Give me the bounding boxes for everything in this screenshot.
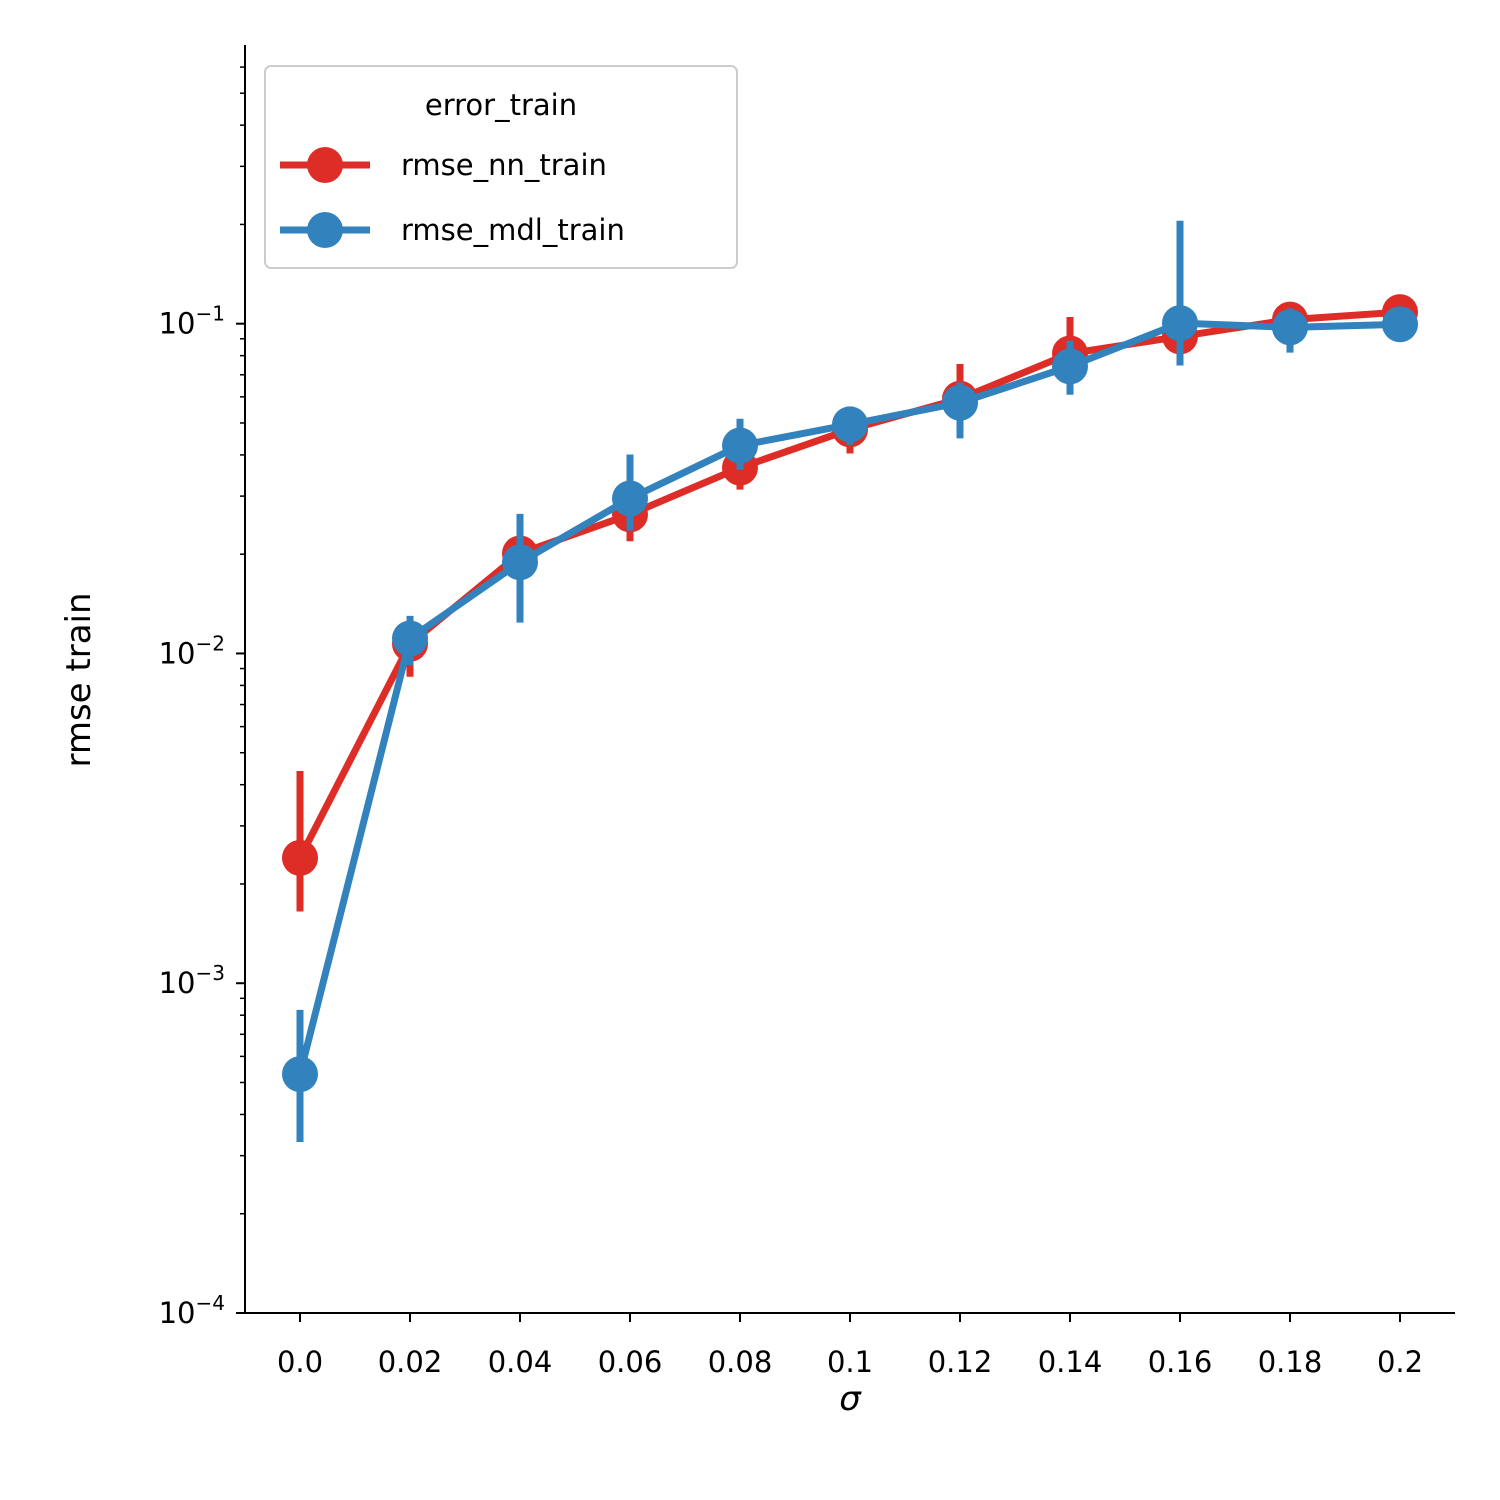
plot-area bbox=[282, 220, 1418, 1143]
legend: error_train rmse_nn_train rmse_mdl_train bbox=[264, 65, 738, 269]
legend-label: rmse_mdl_train bbox=[401, 213, 625, 247]
data-point bbox=[282, 1056, 318, 1093]
data-point bbox=[942, 384, 978, 421]
data-point bbox=[1382, 306, 1418, 343]
series-line bbox=[296, 308, 1404, 862]
legend-frame bbox=[264, 65, 738, 269]
x-tick-label: 0.0 bbox=[277, 1345, 323, 1379]
y-tick-label: 10−1 bbox=[159, 302, 225, 341]
legend-marker bbox=[307, 147, 343, 183]
data-point bbox=[1162, 305, 1198, 342]
legend-entry: rmse_nn_train bbox=[280, 147, 607, 183]
x-tick-label: 0.08 bbox=[708, 1345, 773, 1379]
series-rmse_mdl_train bbox=[282, 220, 1418, 1143]
x-tick-label: 0.18 bbox=[1258, 1345, 1323, 1379]
legend-entries: rmse_nn_train rmse_mdl_train bbox=[280, 147, 625, 248]
legend-marker bbox=[307, 212, 343, 248]
data-point bbox=[282, 839, 318, 876]
series-layer bbox=[282, 220, 1418, 1143]
data-point bbox=[832, 406, 868, 443]
x-tick-label: 0.1 bbox=[827, 1345, 873, 1379]
x-tick-label: 0.14 bbox=[1038, 1345, 1103, 1379]
data-point bbox=[392, 620, 428, 657]
data-point bbox=[502, 544, 538, 581]
y-tick-label: 10−2 bbox=[159, 631, 225, 670]
y-axis-ticks: 10−4 10−3 10−2 10−1 bbox=[159, 66, 245, 1330]
y-tick-label: 10−3 bbox=[159, 961, 225, 1000]
data-point bbox=[1052, 348, 1088, 385]
x-tick-label: 0.12 bbox=[928, 1345, 993, 1379]
y-tick-label: 10−4 bbox=[159, 1291, 225, 1330]
y-axis-title: rmse train bbox=[59, 592, 99, 767]
x-axis-title: σ bbox=[839, 1379, 862, 1419]
x-tick-label: 0.02 bbox=[378, 1345, 443, 1379]
x-tick-label: 0.06 bbox=[598, 1345, 663, 1379]
x-tick-label: 0.2 bbox=[1377, 1345, 1423, 1379]
data-point bbox=[612, 480, 648, 517]
x-tick-label: 0.16 bbox=[1148, 1345, 1213, 1379]
x-axis-ticks: 0.0 0.02 0.04 0.06 0.08 0.1 0.12 0.14 0.16 0.18 0.… bbox=[277, 1313, 1423, 1379]
legend-label: rmse_nn_train bbox=[401, 148, 607, 182]
data-point bbox=[1272, 309, 1308, 346]
x-tick-label: 0.04 bbox=[488, 1345, 553, 1379]
series-rmse_nn_train bbox=[282, 294, 1418, 912]
data-point bbox=[722, 427, 758, 464]
legend-title: error_train bbox=[425, 88, 577, 122]
legend-entry: rmse_mdl_train bbox=[280, 212, 625, 248]
